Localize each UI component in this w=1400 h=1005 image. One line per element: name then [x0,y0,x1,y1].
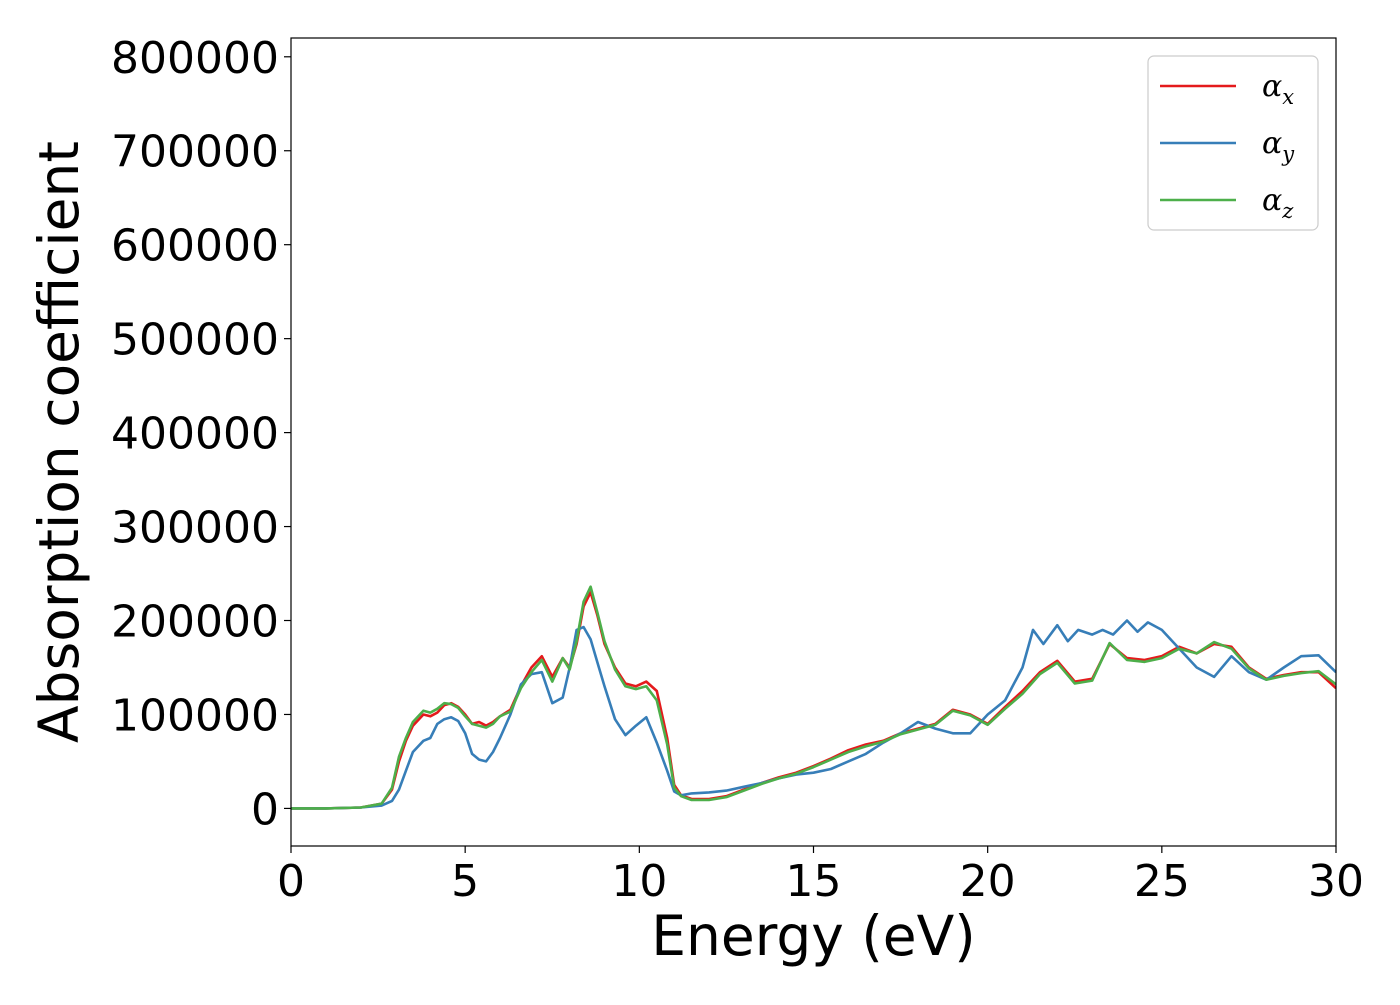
y-tick-label: 100000 [111,690,279,741]
x-tick-label: 0 [277,856,305,907]
x-tick-label: 15 [786,856,842,907]
y-tick-label: 0 [251,784,279,835]
y-tick-label: 600000 [111,221,279,272]
legend: αx αy αz [1147,55,1319,231]
x-tick-label: 5 [451,856,479,907]
y-axis-label: Absorption coefficient [27,141,91,743]
y-tick-label: 700000 [111,127,279,178]
legend-label-alpha-y: αy [1262,126,1295,166]
x-axis-label: Energy (eV) [651,904,975,968]
y-tick-label: 300000 [111,503,279,554]
series-lines [291,585,1336,810]
x-tick-label: 20 [960,856,1016,907]
x-tick-label: 10 [611,856,667,907]
series-line-alpha-z [291,585,1336,810]
y-tick-label: 400000 [111,409,279,460]
axis-ticks: 0 5 10 15 20 25 30 0 100000 200000 300000 400000 500… [111,33,1364,907]
x-tick-label: 30 [1308,856,1364,907]
y-tick-label: 800000 [111,33,279,84]
x-tick-label: 25 [1134,856,1190,907]
y-tick-label: 200000 [111,597,279,648]
series-line-alpha-y [291,619,1336,810]
legend-label-alpha-z: αz [1262,183,1294,223]
y-tick-label: 500000 [111,315,279,366]
legend-label-alpha-x: αx [1262,69,1294,109]
series-line-alpha-x [291,590,1336,810]
